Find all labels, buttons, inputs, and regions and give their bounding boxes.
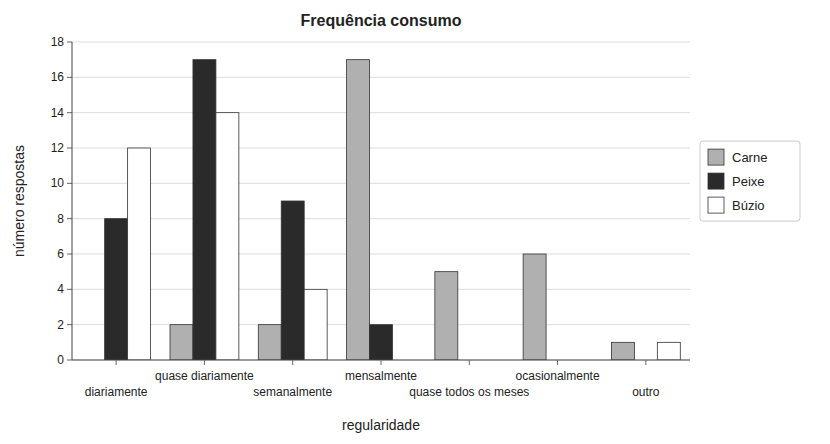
y-tick xyxy=(67,289,72,290)
x-axis-label: regularidade xyxy=(342,417,420,433)
y-tick xyxy=(67,77,72,78)
bar-series xyxy=(105,60,393,360)
bar xyxy=(370,325,393,360)
x-tick xyxy=(204,360,205,365)
grid-line xyxy=(72,112,690,113)
legend: Carne Peixe Búzio xyxy=(700,141,800,221)
bar xyxy=(281,201,304,360)
x-tick xyxy=(292,360,293,365)
bar xyxy=(347,60,370,360)
grid xyxy=(72,42,690,360)
y-tick xyxy=(67,360,72,361)
grid-line xyxy=(72,183,690,184)
y-tick xyxy=(67,254,72,255)
bar xyxy=(128,148,151,360)
y-tick-label: 10 xyxy=(51,176,65,190)
chart-title: Frequência consumo xyxy=(301,12,462,29)
x-tick xyxy=(645,360,646,365)
legend-swatch xyxy=(708,173,724,189)
chart-container: Frequência consumo 0 2 4 6 8 10 12 14 16 18 diariam… xyxy=(0,0,830,444)
x-tick-label: semanalmente xyxy=(253,385,332,399)
x-tick xyxy=(116,360,117,365)
x-tick-label: quase diariamente xyxy=(155,369,254,383)
legend-frame xyxy=(700,141,800,221)
x-tick xyxy=(469,360,470,365)
bar xyxy=(435,272,458,360)
x-tick xyxy=(557,360,558,365)
bar xyxy=(105,219,128,360)
bar xyxy=(611,342,634,360)
legend-label: Peixe xyxy=(732,174,765,189)
legend-label: Carne xyxy=(732,150,767,165)
y-tick-label: 2 xyxy=(57,318,64,332)
bar-series xyxy=(128,113,681,360)
y-axis-label: número respostas xyxy=(11,145,27,257)
legend-swatch xyxy=(708,197,724,213)
legend-swatch xyxy=(708,149,724,165)
x-tick xyxy=(381,360,382,365)
y-tick-label: 4 xyxy=(57,282,64,296)
grid-line xyxy=(72,218,690,219)
y-tick xyxy=(67,218,72,219)
x-tick-label: mensalmente xyxy=(345,369,417,383)
grid-line xyxy=(72,42,690,43)
y-tick xyxy=(67,112,72,113)
y-tick-label: 18 xyxy=(51,35,65,49)
x-tick-label: diariamente xyxy=(85,385,148,399)
y-tick-label: 6 xyxy=(57,247,64,261)
chart-svg: Frequência consumo 0 2 4 6 8 10 12 14 16 18 diariam… xyxy=(0,0,830,444)
bars xyxy=(105,60,681,360)
bar xyxy=(304,289,327,360)
bar xyxy=(170,325,193,360)
y-tick-label: 14 xyxy=(51,106,65,120)
y-tick xyxy=(67,324,72,325)
grid-line xyxy=(72,148,690,149)
legend-label: Búzio xyxy=(732,198,765,213)
y-tick-label: 0 xyxy=(57,353,64,367)
bar xyxy=(523,254,546,360)
bar xyxy=(193,60,216,360)
x-tick-label: quase todos os meses xyxy=(409,385,529,399)
y-tick xyxy=(67,183,72,184)
bar xyxy=(657,342,680,360)
bar xyxy=(216,113,239,360)
grid-line xyxy=(72,254,690,255)
bar-series xyxy=(170,60,634,360)
y-tick-label: 8 xyxy=(57,212,64,226)
grid-line xyxy=(72,77,690,78)
y-tick xyxy=(67,148,72,149)
grid-line xyxy=(72,289,690,290)
bar xyxy=(258,325,281,360)
x-tick-label: ocasionalmente xyxy=(516,369,600,383)
y-tick-label: 16 xyxy=(51,70,65,84)
x-tick-label: outro xyxy=(632,385,660,399)
y-axis-line xyxy=(72,42,73,360)
y-tick xyxy=(67,42,72,43)
y-tick-label: 12 xyxy=(51,141,65,155)
